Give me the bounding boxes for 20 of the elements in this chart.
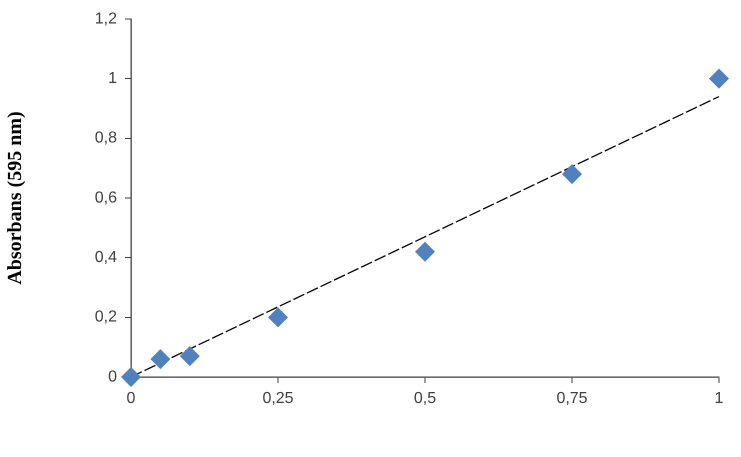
x-tick-label: 0,5 (414, 390, 436, 408)
y-tick-label: 0,2 (94, 308, 118, 326)
y-tick-label: 1,2 (94, 10, 118, 28)
point (709, 68, 729, 89)
point (150, 349, 170, 370)
x-tick-label: 0,25 (262, 390, 294, 408)
point (415, 242, 435, 262)
y-axis-title: Absorbans (595 nm) (4, 111, 26, 285)
x-tick-label: 0 (126, 390, 136, 408)
point (562, 164, 582, 184)
y-tick-label: 0,8 (94, 130, 118, 147)
x-tick-label: 0,75 (556, 390, 588, 408)
y-tick-label: 0,6 (94, 189, 118, 206)
point (180, 346, 200, 366)
point (268, 307, 288, 328)
point (121, 367, 141, 387)
y-tick-label: 1 (108, 70, 118, 88)
y-tick-label: 0 (108, 368, 118, 386)
y-tick-label: 0,4 (94, 249, 118, 266)
x-tick-label: 1 (714, 390, 724, 408)
